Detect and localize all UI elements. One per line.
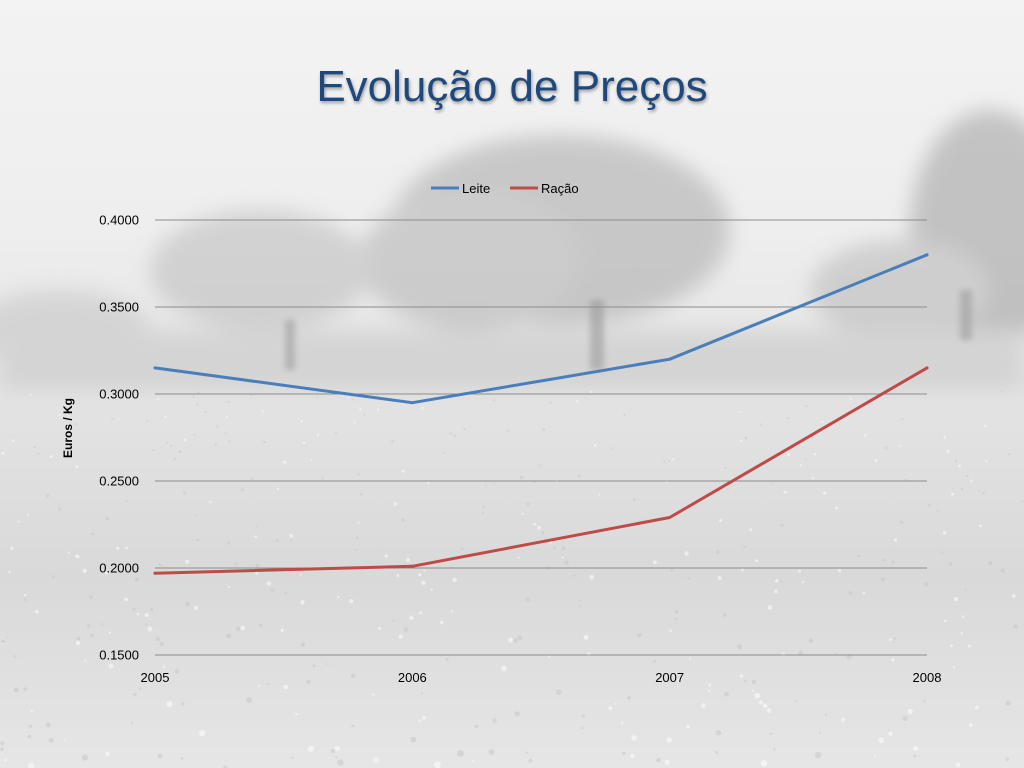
y-tick-label: 0.3500: [99, 300, 139, 315]
x-tick-label: 2006: [398, 670, 427, 685]
data-point: [153, 571, 157, 575]
legend-label: Leite: [462, 181, 490, 196]
y-tick-label: 0.2000: [99, 561, 139, 576]
data-point: [925, 366, 929, 370]
legend: Leite Ração: [431, 181, 579, 196]
series-lines: [153, 253, 929, 575]
data-point: [925, 253, 929, 257]
series-line-ração: [153, 366, 929, 575]
y-tick-label: 0.1500: [99, 648, 139, 663]
x-tick-label: 2005: [141, 670, 170, 685]
data-point: [410, 401, 414, 405]
data-point: [153, 366, 157, 370]
data-point: [410, 564, 414, 568]
y-axis-ticks: 0.1500 0.2000 0.2500 0.3000 0.3500 0.4000: [99, 213, 139, 663]
x-tick-label: 2007: [655, 670, 684, 685]
series-line-leite: [153, 253, 929, 405]
y-tick-label: 0.3000: [99, 387, 139, 402]
data-point: [668, 516, 672, 520]
y-tick-label: 0.4000: [99, 213, 139, 228]
legend-label: Ração: [541, 181, 579, 196]
gridlines: [155, 219, 927, 656]
slide-title: Evolução de Preços: [316, 62, 708, 111]
x-tick-label: 2008: [913, 670, 942, 685]
y-tick-label: 0.2500: [99, 474, 139, 489]
y-axis-title: Euros / Kg: [61, 398, 75, 458]
data-point: [668, 357, 672, 361]
x-axis-ticks: 2005 2006 2007 2008: [141, 670, 942, 685]
